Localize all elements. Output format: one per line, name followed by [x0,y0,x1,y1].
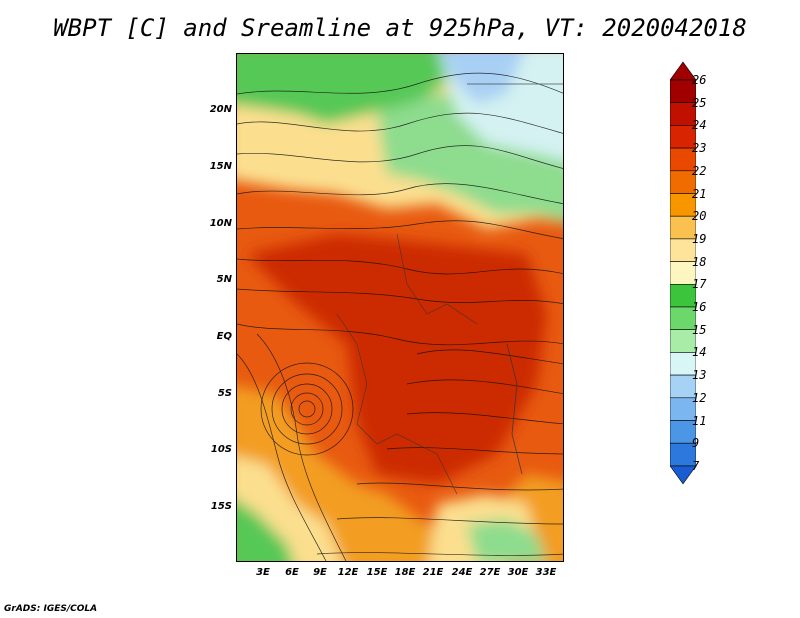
lat-label-5n: 5N [216,274,232,285]
wbpt-field [237,54,563,561]
green-region-southeast [467,519,546,561]
green-region-southwest [237,500,293,561]
lat-label-15n: 15N [209,161,232,172]
lon-label-3e: 3E [256,567,270,578]
lat-label-5s: 5S [217,388,232,399]
lon-label-15e: 15E [366,567,388,578]
colorbar-label: 16 [692,300,707,314]
colorbar-label: 12 [692,390,707,405]
lon-label-24e: 24E [451,567,473,578]
lon-label-12e: 12E [337,567,359,578]
lat-label-10n: 10N [209,218,232,229]
colorbar-label: 26 [692,73,707,87]
colorbar-label: 13 [692,368,707,383]
colorbar-label: 9 [692,436,700,451]
map-panel [236,53,564,562]
colorbar-label: 25 [692,95,707,110]
lat-label-10s: 10S [210,444,232,455]
lon-label-18e: 18E [394,567,416,578]
colorbar-label: 7 [692,458,700,473]
lat-label-20n: 20N [209,104,232,115]
lon-label-27e: 27E [479,567,501,578]
colorbar-label: 19 [692,231,707,246]
lon-label-9e: 9E [313,567,327,578]
colorbar-label: 24 [692,118,707,133]
colorbar [670,61,696,485]
lon-label-33e: 33E [535,567,557,578]
blue-region [441,54,523,104]
lon-label-21e: 21E [422,567,444,578]
lat-label-eq: EQ [216,331,232,342]
footer-credit: GrADS: IGES/COLA [4,604,98,614]
chart-title: WBPT [C] and Sreamline at 925hPa, VT: 20… [53,14,747,42]
colorbar-label: 15 [692,322,707,337]
lon-label-30e: 30E [507,567,529,578]
colorbar-label: 20 [692,209,707,224]
streamlines [237,72,563,561]
colorbar-label: 21 [692,186,707,201]
colorbar-label: 18 [692,254,707,269]
lon-label-6e: 6E [285,567,299,578]
lat-label-15s: 15S [210,501,232,512]
colorbar-label: 11 [692,413,707,428]
colorbar-label: 22 [692,163,707,178]
colorbar-bottom-arrow [670,465,696,485]
hot-core [247,234,547,484]
colorbar-label: 23 [692,141,707,156]
colorbar-label: 17 [692,277,707,292]
colorbar-label: 14 [692,345,707,360]
